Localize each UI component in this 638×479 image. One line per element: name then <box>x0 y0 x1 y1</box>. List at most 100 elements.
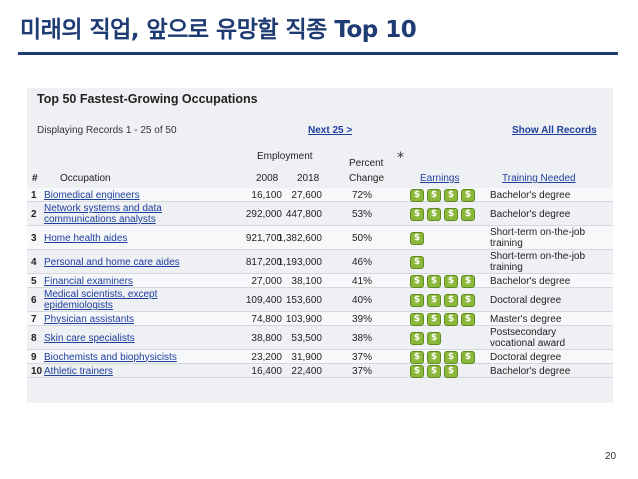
occupation-link[interactable]: Biochemists and biophysicists <box>44 352 177 363</box>
dollar-badge-icon: $ <box>410 231 424 245</box>
earnings-rating: $ $ $ $ <box>410 293 475 307</box>
dollar-badge-icon: $ <box>427 331 441 345</box>
training-header-link[interactable]: Training Needed <box>502 173 576 184</box>
rank-cell: 10 <box>31 365 43 377</box>
occupation-line: Financial examiners <box>44 275 133 287</box>
dollar-badge-icon: $ <box>427 188 441 202</box>
occupation-link[interactable]: Athletic trainers <box>44 366 113 377</box>
earnings-rating: $ $ $ <box>410 364 458 378</box>
employment-2008-cell: 817,200 <box>245 256 282 268</box>
employment-2018-cell: 53,500 <box>291 332 322 344</box>
employment-2008-cell: 921,700 <box>245 232 282 244</box>
rank-cell: 9 <box>31 351 37 363</box>
percent-change-cell: 40% <box>351 294 372 306</box>
occupation-link[interactable]: Skin care specialists <box>44 333 135 344</box>
occupation-header: Occupation <box>60 173 111 184</box>
rank-cell: 1 <box>31 189 37 201</box>
employment-2008-cell: 292,000 <box>245 208 282 220</box>
rank-cell: 8 <box>31 332 37 344</box>
occupation-line: Skin care specialists <box>44 332 135 344</box>
occupation-link[interactable]: Physician assistants <box>44 314 134 325</box>
table-row: 1 Biomedical engineers 16,100 27,600 72% $ $ $ $… <box>27 188 613 202</box>
occupation-line: Biochemists and biophysicists <box>44 351 177 363</box>
training-line: Bachelor's degree <box>490 208 571 220</box>
employment-2018-cell: 153,600 <box>285 294 322 306</box>
table-row: 6 Medical scientists, except epidemiologis… <box>27 288 613 312</box>
employment-2008-cell: 23,200 <box>251 351 282 363</box>
percent-change-cell: 53% <box>351 208 372 220</box>
training-cell: Short-term on-the-job training <box>490 227 585 249</box>
dollar-badge-icon: $ <box>410 207 424 221</box>
training-cell: Master's degree <box>490 314 561 325</box>
table-row: 5 Financial examiners 27,000 38,100 41% $ $ $ $ B… <box>27 274 613 288</box>
dollar-badge-icon: $ <box>461 274 475 288</box>
training-line: vocational award <box>490 338 566 349</box>
dollar-badge-icon: $ <box>410 274 424 288</box>
percent-change-cell: 39% <box>351 313 372 325</box>
occupation-line: epidemiologists <box>44 300 113 311</box>
training-line: training <box>490 238 523 249</box>
occupation-link[interactable]: Biomedical engineers <box>44 190 140 201</box>
employment-2018-cell: 38,100 <box>291 275 322 287</box>
training-cell: Short-term on-the-job training <box>490 251 585 273</box>
training-line: Bachelor's degree <box>490 189 571 201</box>
training-cell: Bachelor's degree <box>490 366 570 377</box>
occupation-link[interactable]: Financial examiners <box>44 276 133 287</box>
employment-2008-cell: 38,800 <box>251 332 282 344</box>
occupation-line: Personal and home care aides <box>44 256 180 268</box>
occupations-panel: Top 50 Fastest-Growing Occupations Displ… <box>27 88 613 403</box>
training-line: Doctoral degree <box>490 294 562 306</box>
dollar-badge-icon: $ <box>461 293 475 307</box>
percent-change-cell: 41% <box>351 275 372 287</box>
training-cell: Bachelor's degree <box>490 276 570 287</box>
next-25-link[interactable]: Next 25 > <box>308 125 353 136</box>
show-all-records-link[interactable]: Show All Records <box>512 125 597 136</box>
training-cell: Postsecondary vocational award <box>490 327 565 349</box>
occupation-line: communications analysts <box>44 214 156 225</box>
earnings-rating: $ $ $ $ <box>410 350 475 364</box>
occupation-link[interactable]: Network systems and data communications a… <box>44 203 162 225</box>
dollar-badge-icon: $ <box>410 188 424 202</box>
dollar-badge-icon: $ <box>461 350 475 364</box>
training-line: Short-term on-the-job <box>490 251 586 262</box>
percent-header: Percent <box>349 158 384 169</box>
table-row: 9 Biochemists and biophysicists 23,200 31,9… <box>27 350 613 364</box>
change-header: Change <box>349 173 385 184</box>
rank-header: # <box>32 173 38 184</box>
training-line: training <box>490 262 523 273</box>
dollar-badge-icon: $ <box>461 188 475 202</box>
dollar-badge-icon: $ <box>444 207 458 221</box>
earnings-header-link[interactable]: Earnings <box>420 173 460 184</box>
occupation-link[interactable]: Home health aides <box>44 233 127 244</box>
occupation-link[interactable]: Medical scientists, except epidemiologist… <box>44 289 157 311</box>
employment-2018-cell: 1,382,600 <box>277 232 323 244</box>
rank-cell: 7 <box>31 313 37 325</box>
dollar-badge-icon: $ <box>444 312 458 326</box>
training-line: Bachelor's degree <box>490 365 571 377</box>
dollar-badge-icon: $ <box>427 207 441 221</box>
percent-change-cell: 37% <box>351 365 372 377</box>
title-divider <box>18 52 618 55</box>
dollar-badge-icon: $ <box>427 293 441 307</box>
employment-2008-cell: 109,400 <box>245 294 282 306</box>
employment-2008-cell: 16,100 <box>251 189 282 201</box>
employment-2008-cell: 16,400 <box>251 365 282 377</box>
employment-2008-cell: 27,000 <box>251 275 282 287</box>
training-line: Doctoral degree <box>490 351 562 363</box>
dollar-badge-icon: $ <box>444 188 458 202</box>
rank-cell: 6 <box>31 294 37 306</box>
percent-change-cell: 72% <box>351 189 372 201</box>
dollar-badge-icon: $ <box>444 350 458 364</box>
occupation-line: Biomedical engineers <box>44 189 140 201</box>
dollar-badge-icon: $ <box>461 207 475 221</box>
training-cell: Doctoral degree <box>490 352 561 363</box>
dollar-badge-icon: $ <box>427 312 441 326</box>
year-2008-header: 2008 <box>256 173 279 184</box>
occupation-line: Athletic trainers <box>44 365 113 377</box>
table-row: 8 Skin care specialists 38,800 53,500 38% $ $ P… <box>27 326 613 350</box>
dollar-badge-icon: $ <box>444 293 458 307</box>
training-cell: Bachelor's degree <box>490 209 570 220</box>
rank-cell: 2 <box>31 208 37 220</box>
occupation-link[interactable]: Personal and home care aides <box>44 257 180 268</box>
occupation-line: Medical scientists, except <box>44 289 158 300</box>
